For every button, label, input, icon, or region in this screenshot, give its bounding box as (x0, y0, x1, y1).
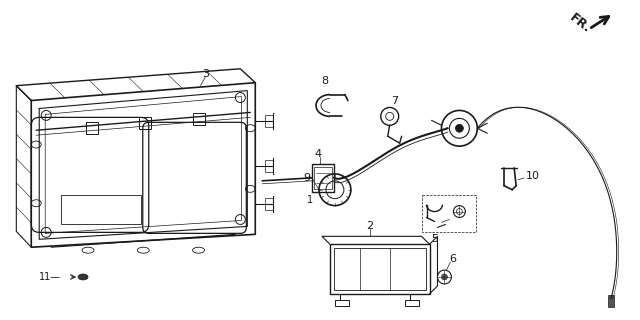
Text: 6: 6 (449, 254, 456, 264)
Bar (330, 244, 429, 294)
Bar (608, 295, 614, 307)
Text: 10: 10 (526, 171, 540, 181)
Bar (404, 300, 419, 306)
Bar (422, 195, 476, 232)
Bar (335, 300, 349, 306)
Text: 5: 5 (431, 234, 438, 244)
Text: 3: 3 (202, 69, 209, 79)
Text: 1: 1 (307, 195, 313, 205)
Text: 8: 8 (321, 76, 328, 86)
Bar (312, 164, 334, 192)
Bar (314, 167, 332, 189)
Text: 4: 4 (314, 149, 321, 159)
Text: 9: 9 (303, 173, 310, 183)
Bar (265, 160, 273, 172)
Bar (334, 248, 426, 290)
Bar (86, 122, 98, 134)
Text: 2: 2 (366, 221, 373, 231)
Circle shape (442, 274, 447, 280)
Bar (140, 117, 151, 129)
Bar (61, 195, 141, 224)
Bar (265, 198, 273, 210)
Text: FR.: FR. (567, 11, 593, 36)
Circle shape (456, 124, 463, 132)
Bar (193, 113, 205, 125)
Ellipse shape (78, 274, 88, 280)
Text: 11—: 11— (39, 272, 61, 282)
Text: 7: 7 (391, 96, 398, 106)
Bar (265, 115, 273, 126)
